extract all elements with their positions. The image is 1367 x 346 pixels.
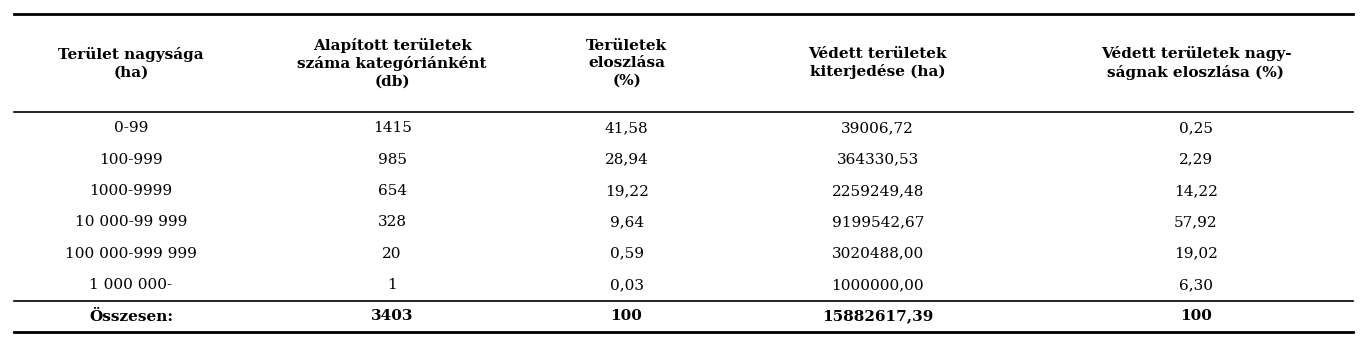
Text: 28,94: 28,94 [604, 153, 648, 166]
Text: 2259249,48: 2259249,48 [831, 184, 924, 198]
Text: 100-999: 100-999 [98, 153, 163, 166]
Text: 19,22: 19,22 [604, 184, 648, 198]
Text: 364330,53: 364330,53 [837, 153, 919, 166]
Text: 1415: 1415 [373, 121, 411, 135]
Text: 9199542,67: 9199542,67 [831, 215, 924, 229]
Text: 39006,72: 39006,72 [841, 121, 915, 135]
Text: 1 000 000-: 1 000 000- [89, 278, 172, 292]
Text: 1000000,00: 1000000,00 [831, 278, 924, 292]
Text: 0,03: 0,03 [610, 278, 644, 292]
Text: 9,64: 9,64 [610, 215, 644, 229]
Text: Alapított területek
száma kategóriánként
(db): Alapított területek száma kategóriánként… [298, 38, 487, 89]
Text: Összesen:: Összesen: [89, 309, 172, 324]
Text: 15882617,39: 15882617,39 [822, 309, 934, 324]
Text: 1000-9999: 1000-9999 [89, 184, 172, 198]
Text: 328: 328 [377, 215, 406, 229]
Text: Terület nagysága
(ha): Terület nagysága (ha) [57, 47, 204, 79]
Text: 100: 100 [1180, 309, 1213, 324]
Text: Területek
eloszlása
(%): Területek eloszlása (%) [586, 39, 667, 88]
Text: 57,92: 57,92 [1174, 215, 1218, 229]
Text: 0,59: 0,59 [610, 247, 644, 261]
Text: 654: 654 [377, 184, 407, 198]
Text: 100 000-999 999: 100 000-999 999 [66, 247, 197, 261]
Text: 20: 20 [383, 247, 402, 261]
Text: 100: 100 [611, 309, 642, 324]
Text: 41,58: 41,58 [604, 121, 648, 135]
Text: 14,22: 14,22 [1174, 184, 1218, 198]
Text: Védett területek nagy-
ságnak eloszlása (%): Védett területek nagy- ságnak eloszlása … [1100, 46, 1292, 80]
Text: 1: 1 [387, 278, 396, 292]
Text: 0,25: 0,25 [1178, 121, 1213, 135]
Text: 19,02: 19,02 [1174, 247, 1218, 261]
Text: 10 000-99 999: 10 000-99 999 [75, 215, 187, 229]
Text: 2,29: 2,29 [1178, 153, 1213, 166]
Text: 6,30: 6,30 [1178, 278, 1213, 292]
Text: 985: 985 [377, 153, 406, 166]
Text: 3020488,00: 3020488,00 [831, 247, 924, 261]
Text: 0-99: 0-99 [113, 121, 148, 135]
Text: 3403: 3403 [370, 309, 413, 324]
Text: Védett területek
kiterjedése (ha): Védett területek kiterjedése (ha) [808, 47, 947, 80]
